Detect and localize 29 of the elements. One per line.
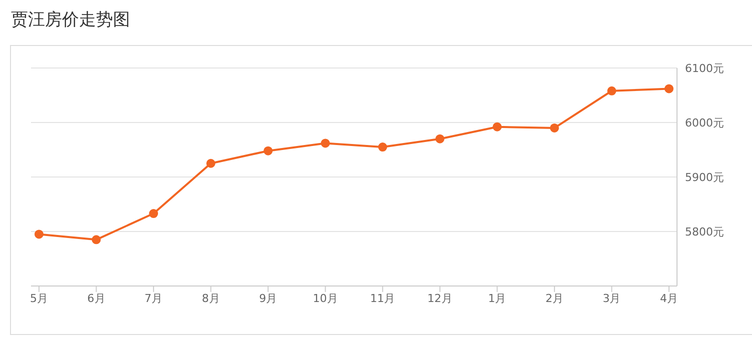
y-tick-label: 5900元	[685, 170, 724, 184]
point	[206, 158, 216, 168]
x-tick-label: 12月	[427, 292, 452, 305]
x-tick-label: 2月	[545, 292, 564, 305]
y-tick-label: 5800元	[685, 225, 724, 238]
x-tick-label: 3月	[602, 292, 621, 305]
point	[378, 142, 388, 152]
point	[550, 123, 559, 132]
x-tick-label: 7月	[144, 292, 163, 305]
point	[264, 146, 273, 156]
point	[320, 138, 330, 148]
x-tick-label: 11月	[370, 292, 396, 305]
y-tick-label: 6000元	[685, 116, 724, 130]
chart-title: 贾汪房价走势图	[11, 9, 131, 31]
point	[435, 134, 444, 144]
x-tick-label: 4月	[660, 292, 678, 305]
x-tick-label: 6月	[87, 292, 106, 305]
point	[607, 86, 616, 96]
point	[92, 235, 101, 244]
x-tick-label: 5月	[30, 292, 48, 305]
point	[492, 122, 502, 132]
point	[664, 84, 674, 94]
y-tick-label: 6100元	[685, 62, 724, 75]
point	[34, 230, 44, 239]
x-tick-label: 8月	[202, 292, 220, 305]
x-tick-label: 9月	[259, 292, 278, 305]
point	[149, 209, 158, 218]
x-tick-label: 1月	[488, 292, 506, 305]
x-tick-label: 10月	[312, 292, 338, 305]
